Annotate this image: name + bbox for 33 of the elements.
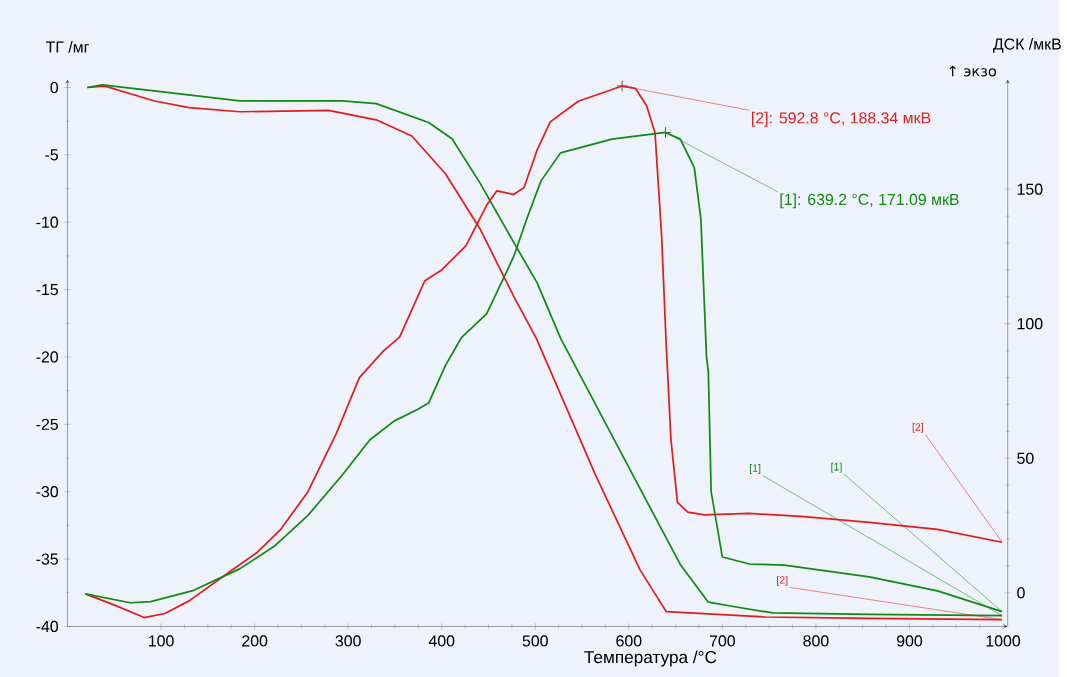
- annotation: [1]: 639.2 °C, 171.09 мкВ: [780, 193, 959, 209]
- x-tick-label: 200: [242, 635, 268, 647]
- x-tick-label: 700: [709, 635, 735, 647]
- y-axis-title: ТГ /мг: [45, 40, 89, 53]
- y2-tick-label: 100: [1017, 318, 1043, 330]
- y-tick-label: 0: [50, 81, 59, 94]
- annotation: [2]: [777, 575, 788, 586]
- y-tick-label: -30: [36, 486, 59, 498]
- y-tick-label: -15: [36, 284, 58, 296]
- annotation: [1]: [749, 464, 761, 474]
- x-tick-label: 600: [616, 635, 642, 647]
- y-tick-label: -25: [36, 418, 58, 430]
- annotation: [2]: [912, 422, 924, 433]
- y-tick-label: -5: [45, 149, 58, 161]
- y-tick-label: -40: [36, 620, 59, 633]
- y-tick-label: -20: [36, 351, 59, 363]
- x-tick-label: 500: [522, 635, 548, 647]
- y-tick-label: -35: [36, 553, 58, 565]
- x-tick-label: 400: [428, 635, 455, 647]
- annotation: [1]: [831, 462, 842, 473]
- text: ↑ экзо: [949, 65, 997, 77]
- x-tick-label: 100: [149, 635, 174, 647]
- y2-tick-label: 50: [1017, 452, 1034, 464]
- x-tick-label: 900: [896, 635, 923, 647]
- x-axis-title: Температура /°C: [584, 650, 717, 667]
- y2-axis-title: ДСК /мкВ: [993, 37, 1061, 53]
- y-tick-label: -10: [36, 216, 59, 228]
- x-tick-label: 300: [335, 635, 361, 647]
- y2-tick-label: 0: [1017, 587, 1025, 599]
- x-tick-label: 800: [803, 635, 829, 647]
- y2-tick-label: 150: [1017, 183, 1043, 195]
- x-tick-label: 1000: [986, 635, 1021, 647]
- annotation: [2]: 592.8 °C, 188.34 мкВ: [752, 111, 931, 127]
